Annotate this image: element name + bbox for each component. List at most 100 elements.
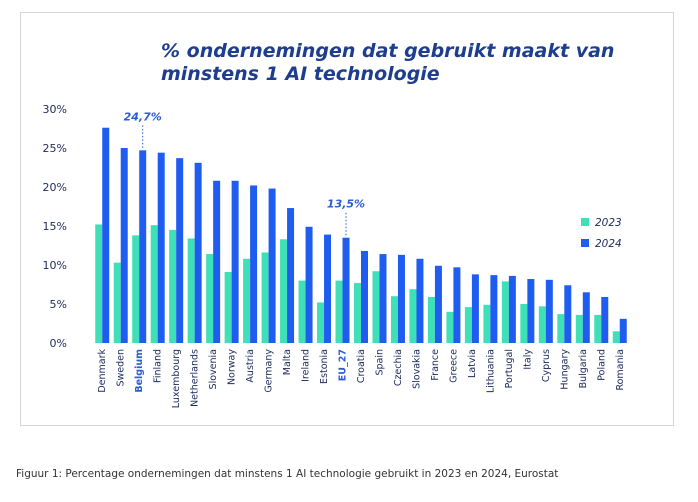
bar-2023-sweden	[113, 262, 121, 343]
bar-2024-netherlands	[194, 162, 202, 343]
bar-2023-germany	[261, 252, 269, 343]
bar-chart: % ondernemingen dat gebruikt maakt van m…	[43, 40, 627, 409]
x-tick-label: Croatia	[356, 349, 367, 383]
bar-2023-hungary	[557, 314, 565, 343]
bar-2024-malta	[287, 208, 295, 343]
bar-2024-austria	[250, 185, 258, 343]
y-axis: 0% 5% 10% 15% 20% 25% 30%	[43, 103, 67, 350]
bar-2024-sweden	[120, 148, 128, 343]
bar-2024-czechia	[397, 254, 405, 343]
bar-2023-greece	[446, 311, 454, 343]
x-tick-label: Malta	[282, 349, 293, 375]
bar-2023-romania	[612, 331, 620, 343]
bar-2024-greece	[453, 267, 461, 343]
bar-2023-bulgaria	[575, 314, 583, 343]
x-axis: Denmark Sweden Belgium Finland Luxembourg Net…	[97, 349, 626, 409]
x-tick-label: Norway	[227, 349, 238, 385]
bar-2023-france	[427, 296, 435, 343]
bar-2023-finland	[150, 225, 158, 343]
y-tick-label: 20%	[43, 181, 67, 194]
x-tick-label: Ireland	[301, 349, 312, 382]
bar-2024-romania	[619, 318, 627, 343]
bar-2024-hungary	[564, 285, 572, 343]
bar-2023-italy	[520, 304, 528, 343]
bar-2023-eu-27	[335, 280, 343, 343]
x-tick-label: Netherlands	[190, 349, 201, 407]
x-tick-label: EU_27	[338, 349, 349, 381]
y-tick-label: 10%	[43, 259, 67, 272]
x-tick-label: Belgium	[134, 349, 145, 393]
bar-2023-czechia	[390, 296, 398, 343]
bar-2023-austria	[243, 258, 251, 343]
bar-2023-luxembourg	[169, 229, 177, 343]
y-tick-label: 25%	[43, 142, 67, 155]
x-tick-label: Estonia	[319, 349, 330, 384]
bar-2023-slovenia	[206, 254, 214, 343]
x-tick-label: Spain	[374, 349, 385, 376]
y-tick-label: 5%	[50, 298, 67, 311]
bar-2023-malta	[280, 239, 288, 343]
bar-2023-slovakia	[409, 289, 417, 343]
bar-2024-spain	[379, 254, 387, 343]
bar-2024-belgium	[139, 150, 147, 343]
bar-2024-bulgaria	[582, 292, 590, 343]
x-tick-label: Poland	[596, 349, 607, 381]
bar-2023-portugal	[501, 281, 509, 343]
x-tick-label: Austria	[245, 349, 256, 383]
chart-title-line-1: % ondernemingen dat gebruikt maakt van	[161, 40, 614, 62]
bar-2023-poland	[594, 314, 602, 343]
figure-caption: Figuur 1: Percentage ondernemingen dat m…	[16, 468, 559, 480]
x-tick-label: Bulgaria	[578, 349, 589, 388]
x-tick-label: Italy	[522, 349, 533, 370]
bar-2024-luxembourg	[176, 158, 184, 343]
bars-group	[95, 127, 627, 343]
bar-2024-italy	[527, 279, 535, 343]
x-tick-label: Sweden	[116, 349, 127, 387]
x-tick-label: Denmark	[97, 349, 108, 393]
x-tick-label: Luxembourg	[171, 349, 182, 408]
bar-2024-slovenia	[213, 180, 221, 343]
bar-2024-france	[434, 265, 442, 343]
bar-2024-lithuania	[490, 275, 498, 343]
x-tick-label: Germany	[264, 349, 275, 393]
bar-2024-portugal	[508, 275, 516, 343]
bar-2024-poland	[601, 296, 609, 343]
legend-label-2023: 2023	[595, 217, 622, 229]
x-tick-label: Slovenia	[208, 349, 219, 389]
bar-2024-denmark	[102, 127, 110, 343]
bar-2023-netherlands	[187, 238, 195, 343]
bar-2024-germany	[268, 188, 276, 343]
legend: 2023 2024	[581, 217, 622, 250]
legend-swatch-2023	[581, 218, 589, 226]
x-tick-label: Latvia	[467, 349, 478, 378]
bar-2024-ireland	[305, 226, 313, 343]
bar-2024-croatia	[361, 250, 368, 343]
x-tick-label: Hungary	[559, 349, 570, 390]
chart-figure: % ondernemingen dat gebruikt maakt van m…	[20, 12, 674, 426]
bar-2024-cyprus	[545, 279, 553, 343]
bar-2024-slovakia	[416, 258, 424, 343]
bar-2023-ireland	[298, 280, 306, 343]
bar-2024-eu-27	[342, 237, 350, 343]
bar-2023-belgium	[132, 235, 140, 343]
bar-2024-latvia	[471, 274, 479, 343]
y-tick-label: 30%	[43, 103, 67, 116]
bar-2023-estonia	[317, 302, 325, 343]
annotations-group: 24,7% 13,5%	[124, 110, 365, 236]
bar-2024-finland	[157, 152, 165, 343]
bar-2023-lithuania	[483, 304, 491, 343]
bar-2024-estonia	[324, 234, 332, 343]
x-tick-label: Greece	[448, 349, 459, 383]
bar-2023-cyprus	[538, 306, 546, 343]
x-tick-label: Czechia	[393, 349, 404, 386]
y-tick-label: 15%	[43, 220, 67, 233]
annotation-label: 13,5%	[327, 198, 365, 211]
bar-2023-denmark	[95, 224, 103, 343]
chart-title-line-2: minstens 1 AI technologie	[161, 63, 440, 85]
bar-2023-spain	[372, 271, 380, 343]
bar-2023-norway	[224, 272, 232, 343]
bar-2023-croatia	[354, 282, 361, 343]
x-tick-label: Cyprus	[541, 349, 552, 382]
bar-2024-norway	[231, 180, 239, 343]
bar-2023-latvia	[464, 307, 472, 343]
